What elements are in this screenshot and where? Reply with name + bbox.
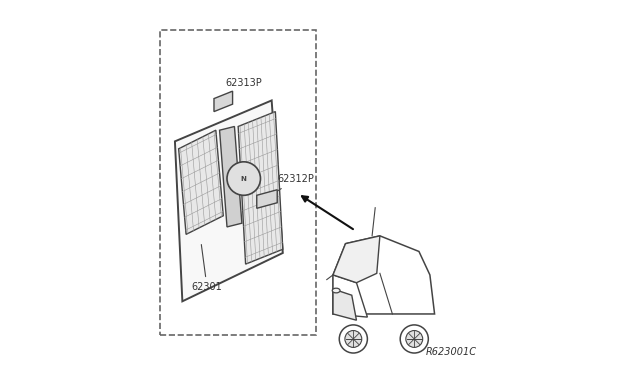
Polygon shape	[333, 236, 435, 314]
Text: N: N	[241, 176, 246, 182]
Polygon shape	[333, 236, 380, 283]
Circle shape	[339, 325, 367, 353]
Circle shape	[400, 325, 428, 353]
Polygon shape	[220, 126, 242, 227]
Polygon shape	[214, 91, 232, 112]
Ellipse shape	[332, 288, 340, 293]
Text: 62312P: 62312P	[269, 174, 314, 196]
Polygon shape	[238, 112, 283, 264]
Polygon shape	[333, 275, 367, 317]
Polygon shape	[333, 289, 356, 320]
Text: 62301: 62301	[191, 244, 223, 292]
Polygon shape	[179, 130, 223, 234]
Circle shape	[345, 331, 362, 347]
Text: 62313P: 62313P	[225, 77, 262, 96]
Polygon shape	[257, 190, 277, 208]
Circle shape	[227, 162, 260, 195]
Polygon shape	[175, 100, 283, 301]
Circle shape	[406, 331, 422, 347]
Text: R623001C: R623001C	[425, 347, 476, 357]
FancyBboxPatch shape	[160, 30, 316, 335]
